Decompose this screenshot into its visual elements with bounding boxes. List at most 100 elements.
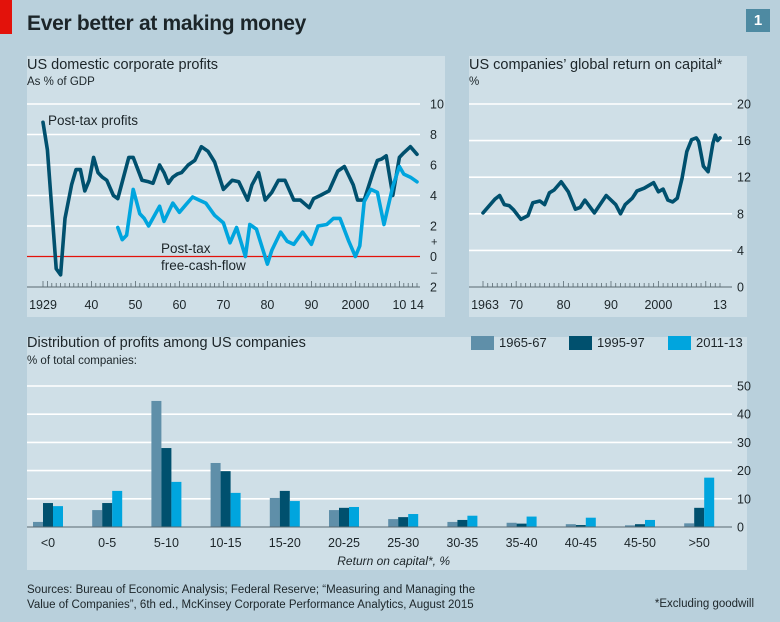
chart3-y-tick-label: 20: [737, 464, 751, 478]
chart3-bar: [151, 400, 162, 527]
legend-label: 1995-97: [597, 335, 645, 350]
chart3-bar: [279, 490, 290, 527]
sources-line-2: Value of Companies”, 6th ed., McKinsey C…: [27, 599, 474, 611]
chart3-category-label: 40-45: [565, 536, 597, 550]
chart3-bar: [220, 471, 231, 527]
chart3-bar: [516, 523, 527, 527]
panel-return-on-capital: [469, 56, 747, 317]
chart1-y-tick-label: 2: [430, 220, 437, 234]
chart1-line-post-tax-profits: [41, 120, 419, 277]
chart2-x-tick-label: 1963: [471, 298, 499, 312]
chart1-series-label-fcf-1: Post-tax: [161, 241, 211, 256]
chart1-x-tick-label: 90: [304, 298, 318, 312]
chart1-subtitle: As % of GDP: [27, 76, 95, 88]
chart3-bar: [210, 462, 221, 527]
chart3-bar: [467, 515, 478, 527]
chart1-y-tick-label: 10: [430, 98, 444, 112]
chart3-bar: [388, 519, 399, 527]
chart1-line-free-cash-flow: [116, 164, 419, 266]
chart3-category-label: <0: [41, 536, 55, 550]
chart2-x-tick-label: 80: [557, 298, 571, 312]
chart3-bar: [408, 514, 419, 527]
chart2-y-tick-label: 8: [737, 207, 744, 221]
chart3-bar: [684, 523, 695, 527]
legend-label: 1965-67: [499, 335, 547, 350]
chart3-y-tick-label: 40: [737, 408, 751, 422]
chart3-category-label: 0-5: [98, 536, 116, 550]
legend-label: 2011-13: [696, 335, 743, 350]
chart3-bar: [635, 524, 645, 527]
chart3-bar: [102, 503, 113, 527]
chart1-title: US domestic corporate profits: [27, 57, 218, 73]
chart2-x-tick-label: 90: [604, 298, 618, 312]
chart3-bar: [694, 507, 705, 527]
chart3-category-label: 25-30: [387, 536, 419, 550]
chart3-bar: [585, 517, 596, 527]
chart1-minus-sign: –: [431, 267, 438, 279]
chart1-x-tick-label: 10: [392, 298, 406, 312]
chart3-category-label: 5-10: [154, 536, 179, 550]
chart3-y-tick-label: 30: [737, 436, 751, 450]
legend-item-2011: 2011-13: [668, 335, 743, 350]
chart3-bar: [565, 524, 576, 527]
chart3-bar: [349, 506, 359, 527]
chart3-category-label: 30-35: [446, 536, 478, 550]
chart1-x-tick-label: 80: [260, 298, 274, 312]
chart1-x-tick-label: 60: [172, 298, 186, 312]
chart1-series-label-fcf-2: free-cash-flow: [161, 258, 246, 273]
chart3-bar: [645, 519, 655, 527]
chart2-x-tick-label: 13: [713, 298, 727, 312]
chart3-bar: [704, 477, 715, 527]
chart3-category-label: 35-40: [506, 536, 538, 550]
chart3-category-label: 45-50: [624, 536, 656, 550]
chart3-y-tick-label: 10: [737, 492, 751, 506]
chart3-bar: [398, 517, 409, 527]
chart2-x-tick-label: 2000: [644, 298, 672, 312]
chart3-bar: [506, 522, 517, 527]
chart3-bar: [575, 525, 586, 527]
footnote: *Excluding goodwill: [654, 598, 754, 610]
chart3-bar: [269, 497, 280, 527]
chart1-y-tick-label: 6: [430, 159, 437, 173]
chart3-bar: [289, 501, 300, 527]
panel-domestic-profits: [27, 56, 445, 317]
chart2-subtitle: %: [469, 76, 480, 88]
chart1-x-tick-label: 1929: [29, 298, 57, 312]
chart2-line-return-on-capital: [481, 133, 722, 222]
chart3-title: Distribution of profits among US compani…: [27, 335, 306, 351]
chart3-y-tick-label: 50: [737, 380, 751, 394]
chart1-x-tick-label: 70: [216, 298, 230, 312]
chart1-y-tick-label: 0: [430, 250, 437, 264]
chart3-bar: [526, 516, 537, 527]
chart1-x-tick-label: 50: [128, 298, 142, 312]
legend-swatch: [471, 335, 494, 350]
chart2-x-tick-label: 70: [509, 298, 523, 312]
chart1-x-tick-label: 2000: [341, 298, 369, 312]
chart3-category-label: 20-25: [328, 536, 360, 550]
chart3-bar: [43, 503, 53, 527]
chart3-x-axis-title: Return on capital*, %: [337, 554, 450, 568]
page-title: Ever better at making money: [27, 12, 306, 35]
chart3-y-tick-label: 0: [737, 521, 744, 535]
brand-accent-tab: [0, 0, 12, 34]
chart3-bar: [447, 521, 458, 527]
chart3-bar: [33, 521, 43, 527]
sources-note: Sources: Bureau of Economic Analysis; Fe…: [27, 583, 475, 613]
chart1-y-tick-label: 2: [430, 281, 437, 295]
chart3-bar: [161, 448, 172, 527]
chart3-bar: [457, 519, 468, 527]
chart2-title: US companies’ global return on capital*: [469, 57, 723, 73]
chart2-y-tick-label: 4: [737, 244, 744, 258]
chart3-bar: [339, 507, 349, 527]
chart1-y-tick-label: 4: [430, 189, 437, 203]
chart-number-badge: 1: [746, 9, 770, 32]
chart3-subtitle: % of total companies:: [27, 355, 137, 367]
chart1-x-tick-label: 40: [84, 298, 98, 312]
chart3-category-label: >50: [689, 536, 710, 550]
chart3-category-label: 10-15: [210, 536, 242, 550]
chart3-bar: [53, 506, 63, 527]
chart2-y-tick-label: 12: [737, 171, 751, 185]
panel-profit-distribution: [27, 337, 747, 570]
chart3-category-label: 15-20: [269, 536, 301, 550]
